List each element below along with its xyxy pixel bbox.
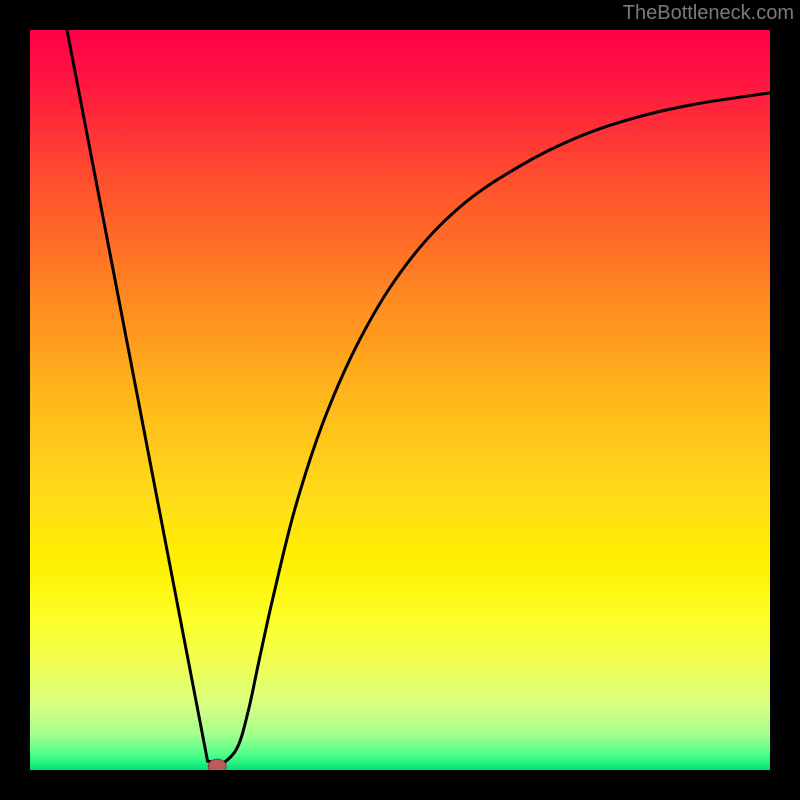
minimum-marker (208, 759, 226, 770)
curve-layer (30, 30, 770, 770)
watermark-text: TheBottleneck.com (623, 2, 794, 25)
chart-container: { "watermark": "TheBottleneck.com", "typ… (0, 0, 800, 800)
bottleneck-curve (67, 30, 770, 764)
plot-area (30, 30, 770, 770)
